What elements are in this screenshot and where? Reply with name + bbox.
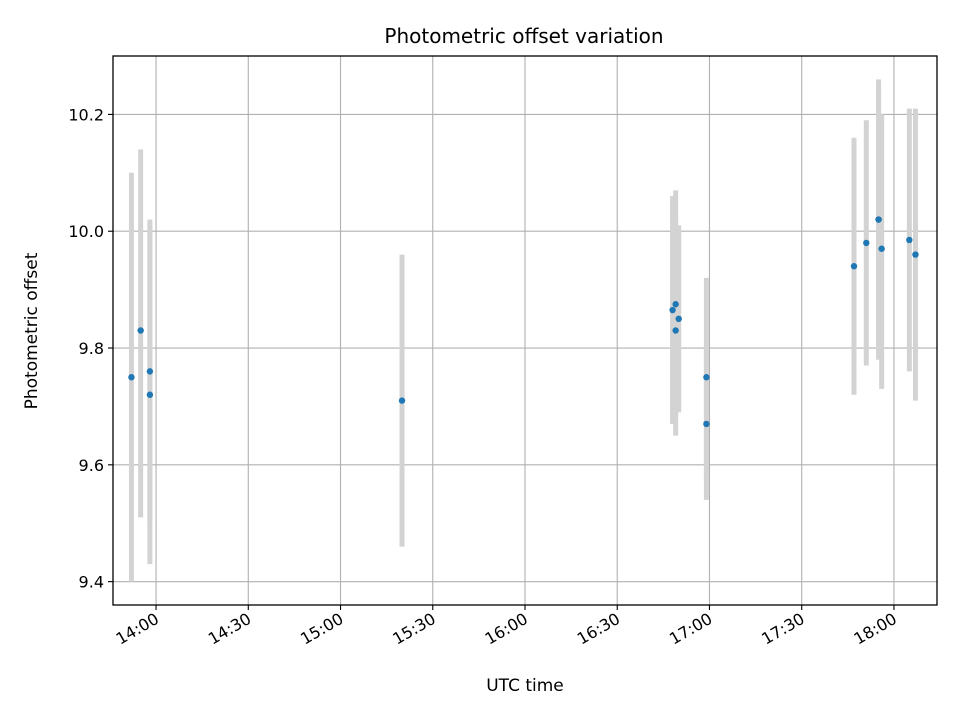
data-point [703,420,710,428]
data-point [146,368,154,375]
grid-lines [113,56,937,605]
data-point [672,301,679,308]
y-tick-label: 10.2 [68,105,104,124]
y-tick-label: 9.8 [79,339,104,358]
data-point [675,315,682,323]
data-point [875,216,882,223]
y-axis-ticks: 9.4 9.6 9.8 10.0 10.2 [68,105,113,592]
data-point [146,391,154,398]
y-tick-label: 9.4 [79,573,104,592]
y-tick-label: 10.0 [68,222,104,241]
data-point [398,397,406,404]
y-axis-label: Photometric offset [22,252,42,409]
data-point [137,327,144,334]
data-point [906,236,913,244]
data-point [878,245,885,252]
x-axis-label: UTC time [486,676,564,696]
data-point [669,306,676,314]
data-point [672,327,679,334]
data-point [863,239,870,247]
chart-title: Photometric offset variation [384,24,663,48]
data-point [850,263,858,270]
data-points [128,216,919,428]
data-point [128,374,135,381]
y-tick-label: 9.6 [79,456,104,475]
data-point [703,374,710,381]
data-point [912,251,919,258]
